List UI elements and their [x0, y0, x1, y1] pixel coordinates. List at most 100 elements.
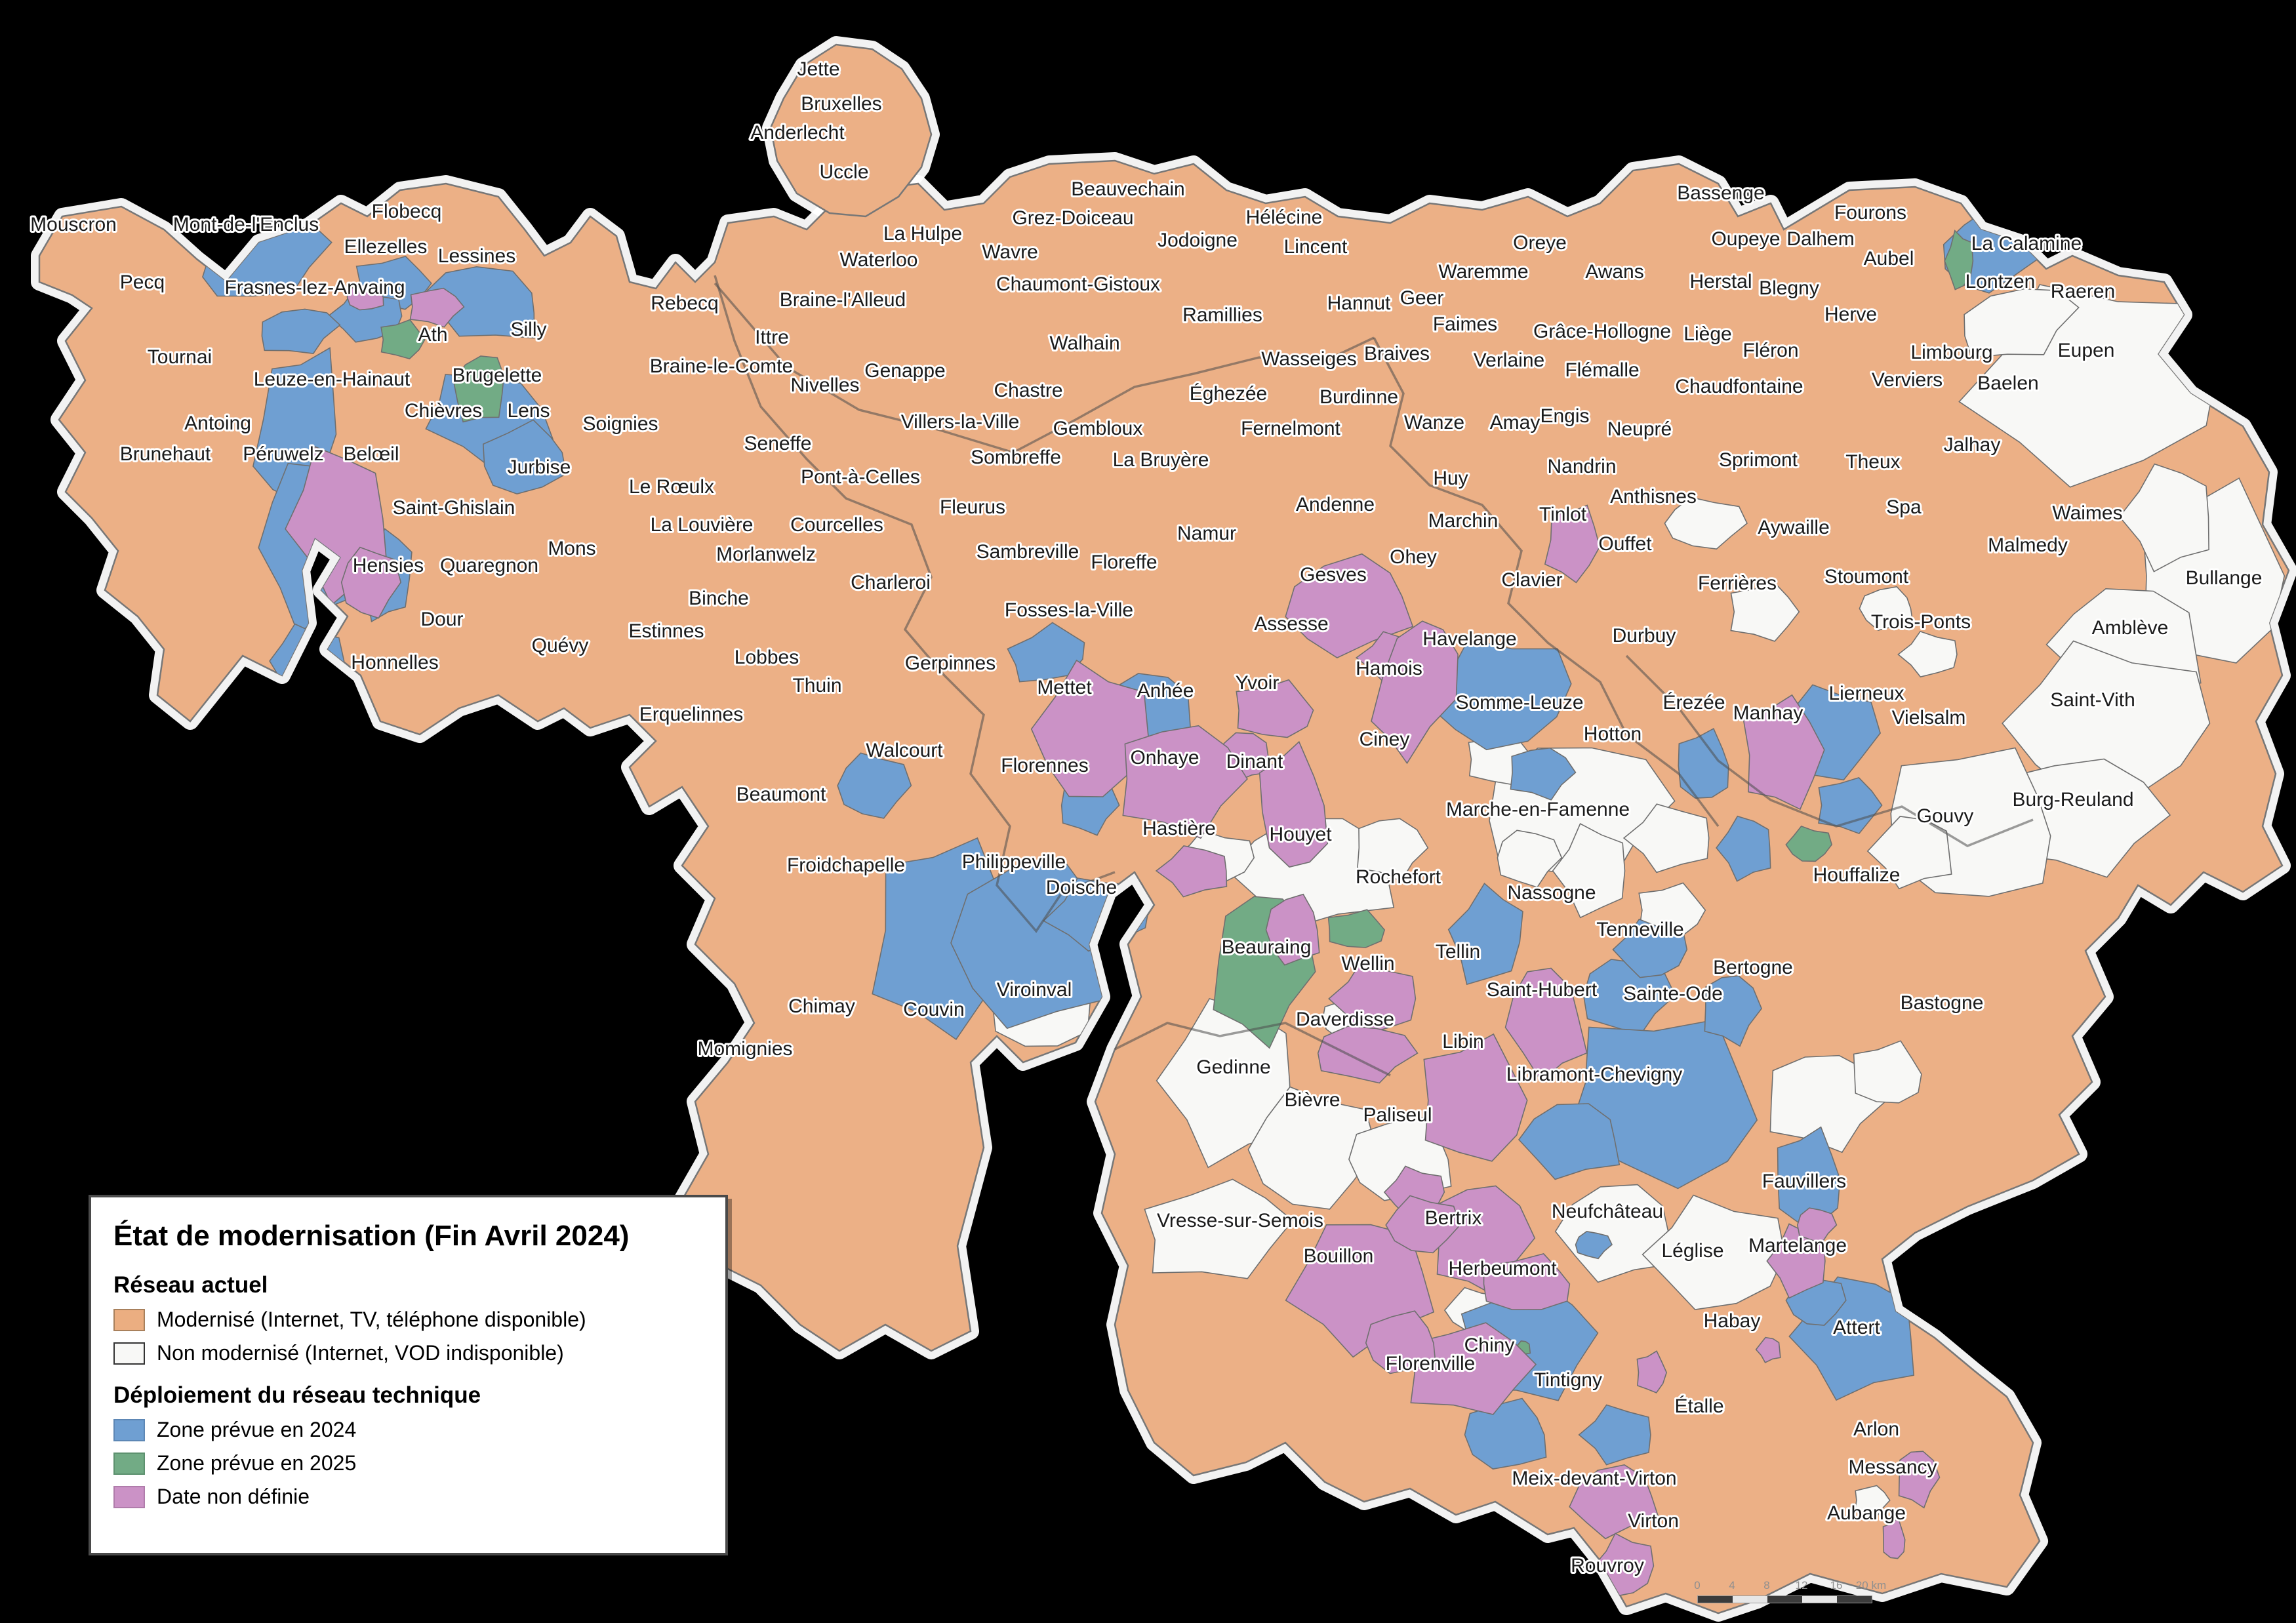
municipality-label: Quévy: [532, 635, 589, 656]
status-patch-manhay-s: [1818, 776, 1883, 835]
municipality-label: Pont-à-Celles: [801, 466, 920, 488]
municipality-label: Wasseiges: [1261, 348, 1357, 370]
municipality-label: Momignies: [697, 1038, 792, 1060]
municipality-label: Mouscron: [30, 214, 117, 235]
municipality-label: Braives: [1364, 343, 1430, 365]
municipality-label: Binche: [689, 588, 749, 609]
status-patch-vresse: [1144, 1178, 1294, 1279]
municipality-label: Vielsalm: [1892, 707, 1966, 729]
municipality-label: Couvin: [903, 999, 964, 1020]
status-patch-fauvillers-s: [1796, 1207, 1838, 1244]
municipality-label: Rochefort: [1356, 866, 1441, 888]
municipality-label: Philippeville: [962, 851, 1066, 873]
municipality-label: Tellin: [1436, 941, 1480, 963]
municipality-label: Onhaye: [1130, 747, 1199, 769]
municipality-label: Yvoir: [1236, 672, 1279, 694]
status-patch-stoumont-s: [1859, 586, 1914, 631]
status-patch-florenville: [1407, 1322, 1537, 1415]
municipality-label: Waterloo: [840, 249, 918, 271]
zone-2024-swatch: [113, 1418, 145, 1441]
municipality-label: Arlon: [1853, 1418, 1899, 1440]
municipality-label: Bertogne: [1713, 957, 1793, 978]
municipality-label: Stoumont: [1824, 566, 1909, 588]
municipality-label: Bruxelles: [801, 93, 881, 115]
status-patch-florenville-w: [1365, 1310, 1436, 1374]
municipality-label: Blegny: [1759, 277, 1819, 299]
status-patch-brugelette-lens: [482, 419, 567, 495]
municipality-label: Havelange: [1422, 628, 1516, 650]
municipality-label: Antoing: [184, 412, 251, 434]
municipality-label: Burdinne: [1319, 386, 1398, 408]
municipality-label: Nandrin: [1547, 456, 1616, 477]
municipality-label: Ferrières: [1698, 572, 1777, 594]
municipality-label: Libin: [1442, 1031, 1483, 1052]
municipality-label: Daverdisse: [1296, 1009, 1394, 1030]
scale-bar-ticks: 0 4 8 12 16 20 km: [1694, 1579, 1894, 1593]
municipality-label: La Hulpe: [883, 223, 962, 245]
municipality-label: Estinnes: [628, 620, 704, 642]
municipality-label: Walhain: [1049, 332, 1119, 354]
municipality-label: Habay: [1704, 1310, 1761, 1332]
status-patch-erezee: [1742, 694, 1825, 811]
status-patch-bouillon-ne: [1385, 1195, 1461, 1254]
status-patch-ath-n: [409, 287, 465, 328]
status-patch-peruwelz-ne: [340, 546, 402, 619]
scale-bar: 0 4 8 12 16 20 km: [1694, 1579, 1894, 1618]
status-patch-tintigny-w: [1636, 1350, 1668, 1393]
modernise-swatch: [113, 1308, 145, 1331]
municipality-label: Jette: [797, 58, 839, 80]
scale-tick-label: 4: [1729, 1579, 1735, 1592]
municipality-label: Flémalle: [1565, 359, 1639, 381]
municipality-label: Wellin: [1341, 953, 1394, 974]
municipality-label: Waimes: [2052, 502, 2122, 524]
status-patch-habay-s: [1755, 1336, 1781, 1363]
status-patch-rochefort-nw: [1357, 818, 1429, 882]
status-patch-meix: [1569, 1464, 1660, 1540]
municipality-label: La Bruyère: [1113, 449, 1209, 471]
municipality-label: Lobbes: [735, 647, 799, 668]
status-patch-dinant: [1259, 740, 1329, 868]
status-patch-erezee-s: [1785, 825, 1832, 862]
zone-2025-swatch: [113, 1452, 145, 1475]
status-patch-messancy-e: [1898, 1451, 1941, 1509]
municipality-label: Baelen: [1977, 372, 2038, 394]
municipality-label: Silly: [510, 319, 546, 340]
municipality-label: Wanze: [1404, 412, 1464, 433]
municipality-label: Attert: [1833, 1317, 1880, 1338]
municipality-label: Virton: [1628, 1510, 1679, 1532]
status-patch-houffalize-e: [1866, 816, 1952, 890]
municipality-label: Marchin: [1428, 510, 1499, 532]
municipality-label: Engis: [1540, 405, 1589, 427]
municipality-label: Marche-en-Famenne: [1446, 799, 1630, 820]
status-patch-chiny-s: [1464, 1397, 1547, 1470]
municipality-label: Rouvroy: [1571, 1555, 1644, 1576]
non-modernise-swatch: [113, 1342, 145, 1365]
municipality-label: Braine-l'Alleud: [780, 289, 906, 311]
municipality-label: Oreye: [1513, 232, 1567, 254]
municipality-label: Aubel: [1864, 248, 1914, 270]
status-patch-herbeumont: [1483, 1253, 1571, 1311]
municipality-label: Hastière: [1142, 818, 1216, 839]
municipality-label: Florennes: [1001, 755, 1088, 776]
municipality-label: Ath: [418, 324, 447, 346]
municipality-label: Péruwelz: [243, 443, 323, 465]
municipality-label: Morlanwelz: [716, 544, 816, 565]
municipality-label: Awans: [1585, 261, 1644, 283]
legend-item-2025: Zone prévue en 2025: [113, 1451, 703, 1475]
municipality-label: Beauraing: [1222, 936, 1312, 958]
municipality-label: Villers-la-Ville: [901, 411, 1020, 433]
municipality-label: Saint-Vith: [2050, 689, 2135, 711]
municipality-label: Beaumont: [736, 784, 826, 805]
municipality-label: Malmedy: [1988, 534, 2068, 556]
municipality-label: Anhée: [1137, 680, 1194, 702]
municipality-label: Hamois: [1356, 658, 1422, 679]
status-patch-onhaye-anhee: [1122, 725, 1248, 839]
municipality-label: Vresse-sur-Semois: [1157, 1210, 1323, 1232]
status-patch-walcourt-w: [837, 752, 912, 819]
municipality-label: Eupen: [2058, 340, 2115, 361]
municipality-label: Meix-devant-Virton: [1512, 1468, 1676, 1489]
municipality-label: Grâce-Hollogne: [1533, 321, 1671, 342]
municipality-label: Manhay: [1733, 702, 1803, 724]
municipality-label: Floreffe: [1091, 551, 1157, 573]
